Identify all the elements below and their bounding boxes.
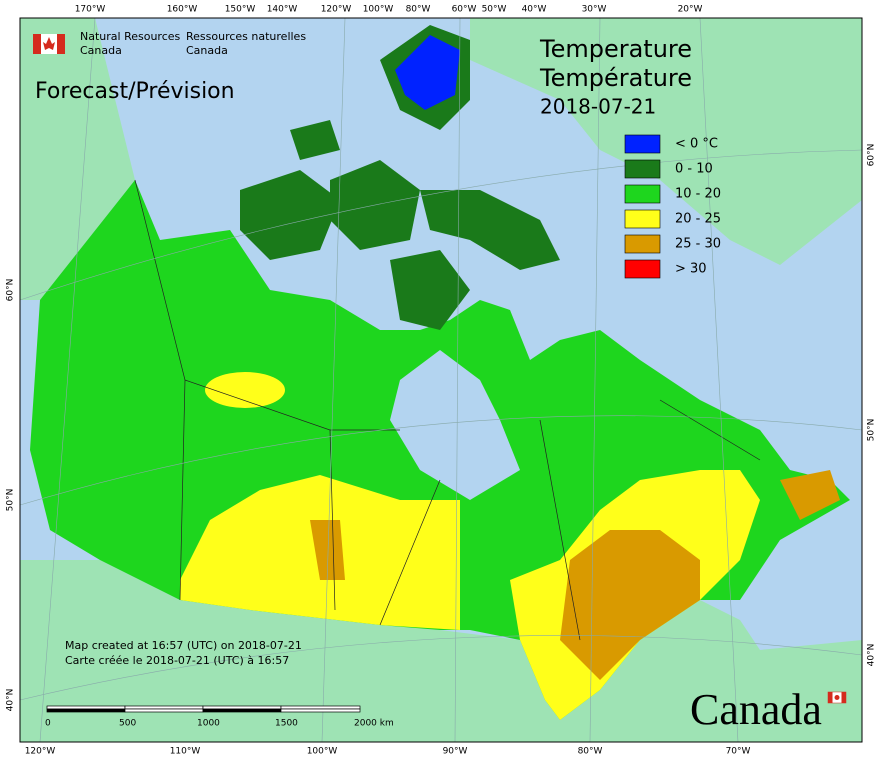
legend-label: 10 - 20 [675, 187, 721, 202]
island [240, 170, 340, 260]
scale-label: 2000 km [354, 719, 394, 729]
scale-segment [46, 705, 126, 710]
legend-label: 0 - 10 [675, 162, 713, 177]
hot-area [780, 470, 840, 520]
title-fr: Température [539, 64, 692, 92]
graticule-labels: 170°W 160°W 150°W 140°W 120°W 100°W 80°W 60°W 50… [6, 5, 877, 757]
legend-label: < 0 °C [675, 137, 718, 152]
hudson-bay [390, 350, 520, 500]
island [390, 250, 470, 330]
longitude-label: 60°W [452, 5, 477, 15]
latitude-label: 50°N [867, 419, 877, 442]
legend-swatch [624, 259, 661, 279]
legend-label: > 30 [675, 262, 707, 277]
latitude-label: 40°N [6, 689, 16, 712]
island [290, 120, 340, 160]
longitude-label: 80°W [406, 5, 431, 15]
credit: Carte créée le 2018-07-21 (UTC) à 16:57 [65, 654, 289, 667]
boundaries [134, 179, 761, 641]
wordmark-text: Canada [690, 685, 822, 734]
longitude-label: 80°W [578, 747, 603, 757]
warm-area [205, 372, 285, 408]
united-states [20, 560, 862, 742]
title-date: 2018-07-21 [540, 95, 656, 119]
agency-fr: Ressources naturelles [186, 30, 306, 43]
credit: Map created at 16:57 (UTC) on 2018-07-21 [65, 639, 302, 652]
longitude-label: 50°W [482, 5, 507, 15]
longitude-label: 140°W [267, 5, 298, 15]
flag-bar [33, 34, 41, 54]
agency-en: Natural Resources [80, 30, 181, 43]
longitude-label: 100°W [363, 5, 394, 15]
agency-en: Canada [80, 44, 122, 57]
legend-swatch [624, 209, 661, 229]
longitude-label: 70°W [726, 747, 751, 757]
longitude-label: 120°W [321, 5, 352, 15]
latitude-label: 50°N [6, 489, 16, 512]
scale-label: 500 [119, 719, 136, 729]
longitude-label: 160°W [167, 5, 198, 15]
longitude-label: 20°W [678, 5, 703, 15]
wordmark-flag-leaf [834, 695, 840, 700]
greenland [470, 18, 862, 265]
scale-segment [46, 708, 126, 713]
agency-fr: Canada [186, 44, 228, 57]
map-frame [19, 17, 863, 743]
hot-area [560, 530, 700, 680]
title-en: Temperature [539, 35, 692, 63]
wordmark-flag-bar [828, 692, 833, 703]
wordmark: Canada [690, 685, 847, 734]
scale-segment [280, 705, 361, 710]
longitude-label: 30°W [582, 5, 607, 15]
scale-segment [280, 708, 361, 713]
scale-segment [202, 708, 282, 713]
hot-area [310, 520, 345, 580]
scale-label: 1000 [197, 719, 220, 729]
longitude-label: 170°W [75, 5, 106, 15]
legend-swatch [624, 134, 661, 154]
scale-segment [124, 708, 204, 713]
agency-signature: Natural Resources Canada Ressources natu… [33, 30, 306, 57]
flag-bar [57, 34, 65, 54]
alaska [20, 18, 135, 300]
map [19, 17, 863, 743]
longitude-label: 110°W [170, 747, 201, 757]
graticule [19, 17, 863, 743]
scale-segment [124, 705, 204, 710]
longitude-label: 150°W [225, 5, 256, 15]
scale-bar: 0 500 1000 1500 2000 km [45, 705, 394, 729]
legend-swatch [624, 184, 661, 204]
baffin-island [420, 190, 560, 270]
legend-label: 25 - 30 [675, 237, 721, 252]
longitude-label: 120°W [25, 747, 56, 757]
longitude-label: 100°W [307, 747, 338, 757]
scale-label: 1500 [275, 719, 298, 729]
legend: < 0 °C 0 - 10 10 - 20 20 - 25 25 - 30 > 30 [624, 134, 721, 279]
longitude-label: 90°W [443, 747, 468, 757]
longitude-label: 40°W [522, 5, 547, 15]
legend-swatch [624, 159, 661, 179]
latitude-label: 40°N [867, 644, 877, 667]
scale-segment [202, 705, 282, 710]
flag-leaf [43, 37, 55, 50]
legend-swatch [624, 234, 661, 254]
legend-label: 20 - 25 [675, 212, 721, 227]
wordmark-flag-bar [841, 692, 846, 703]
product-label: Forecast/Prévision [35, 79, 235, 104]
latitude-label: 60°N [867, 144, 877, 167]
cold-area [395, 35, 460, 110]
scale-label: 0 [45, 719, 51, 729]
latitude-label: 60°N [6, 279, 16, 302]
